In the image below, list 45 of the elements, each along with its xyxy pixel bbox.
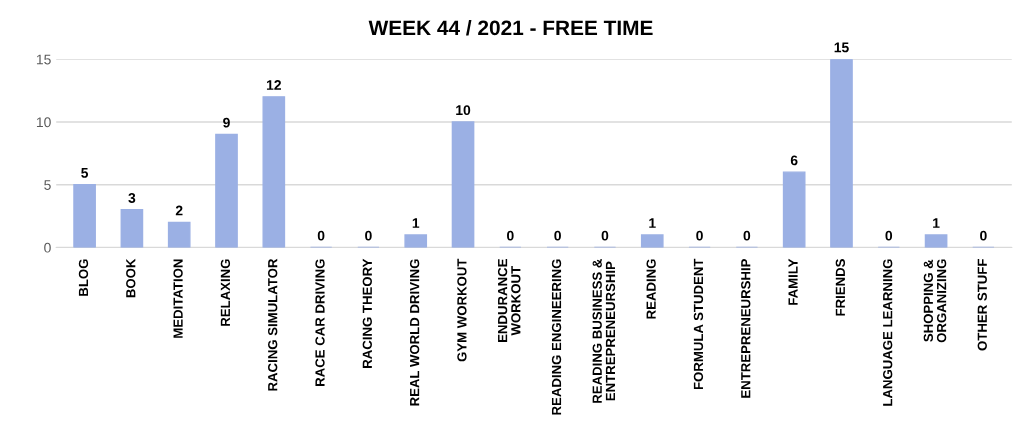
- x-tick-label: OTHER STUFF: [977, 259, 987, 351]
- data-label: 15: [834, 42, 849, 53]
- data-label: 0: [885, 230, 893, 241]
- x-tick-label: BLOG: [78, 259, 89, 296]
- data-label: 2: [175, 205, 183, 216]
- data-label: 0: [743, 230, 751, 241]
- data-label: 9: [223, 117, 230, 128]
- data-label: 0: [554, 230, 561, 241]
- data-label: 12: [266, 80, 281, 90]
- x-tick-label: READING: [646, 259, 656, 319]
- data-label: 0: [365, 230, 372, 241]
- data-label: 0: [317, 230, 325, 241]
- x-tick-label: REAL WORLD DRIVING: [409, 259, 420, 406]
- x-tick-label: RELAXING: [220, 259, 231, 326]
- data-label: 3: [128, 193, 136, 203]
- x-tick-label: READING ENGINEERING: [551, 259, 562, 415]
- x-tick-label: MEDITATION: [173, 259, 183, 338]
- x-tick-label: RACING SIMULATOR: [268, 258, 278, 391]
- x-tick-label: GYM WORKOUT: [457, 258, 467, 362]
- y-tick-label: 15: [36, 54, 51, 65]
- chart-title: WEEK 44 / 2021 - FREE TIME: [368, 19, 653, 36]
- x-tick-label: FRIENDS: [835, 259, 846, 316]
- y-tick-label: 10: [36, 117, 51, 128]
- data-label: 0: [696, 230, 703, 241]
- x-tick-label: FAMILY: [788, 258, 798, 305]
- x-tick-label: ENTREPRENEURSHIP: [741, 259, 751, 398]
- x-tick-label: RACE CAR DRIVING: [315, 259, 325, 386]
- x-tick-label: RACING THEORY: [362, 258, 372, 368]
- data-label: 6: [790, 155, 798, 166]
- data-label: 1: [412, 218, 420, 228]
- x-tick-label: READING BUSINESS & ENTREPRENEURSHIP: [592, 258, 616, 403]
- data-label: 0: [601, 230, 609, 241]
- data-label: 5: [81, 168, 89, 178]
- x-tick-label: SHOPPING & ORGANIZING: [923, 259, 947, 343]
- x-tick-label: LANGUAGE LEARNING: [882, 259, 893, 406]
- x-tick-label: BOOK: [126, 258, 136, 298]
- data-label: 0: [507, 230, 514, 241]
- data-label: 0: [980, 230, 987, 241]
- x-tick-label: FORMULA STUDENT: [693, 258, 704, 390]
- data-label: 1: [933, 218, 940, 228]
- data-label: 1: [649, 218, 656, 228]
- data-label: 10: [456, 105, 471, 116]
- y-tick-label: 0: [44, 242, 51, 253]
- x-tick-label: ENDURANCE WORKOUT: [497, 259, 521, 342]
- y-tick-label: 5: [44, 180, 51, 190]
